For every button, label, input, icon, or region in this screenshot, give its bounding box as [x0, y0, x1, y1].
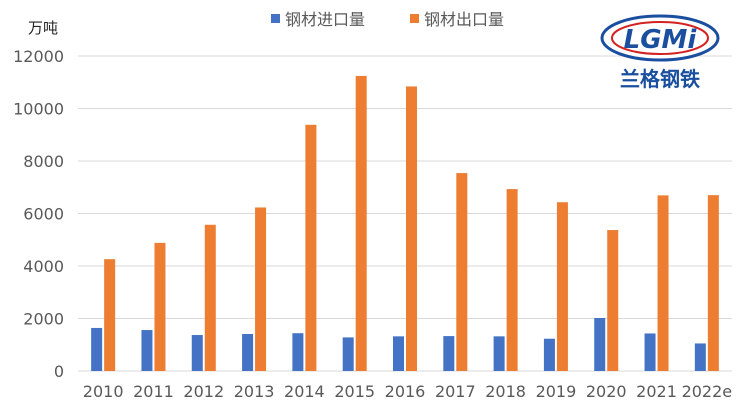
bar-import-2013: [242, 333, 254, 371]
bar-export-2021: [657, 195, 669, 371]
x-tick-label: 2015: [334, 382, 375, 401]
x-tick-label: 2017: [435, 382, 476, 401]
bar-import-2021: [644, 333, 656, 371]
bar-export-2022e: [707, 195, 719, 371]
bar-import-2019: [543, 338, 555, 371]
x-tick-label: 2019: [536, 382, 577, 401]
bar-export-2010: [104, 259, 116, 371]
bar-export-2013: [255, 207, 267, 371]
bar-import-2018: [493, 336, 505, 371]
logo-text: LGMi: [624, 25, 698, 55]
bar-export-2015: [355, 75, 367, 371]
bar-export-2020: [607, 230, 619, 371]
y-tick-label: 2000: [23, 310, 64, 329]
x-tick-label: 2016: [385, 382, 426, 401]
y-tick-label: 6000: [23, 205, 64, 224]
legend-swatch: [410, 14, 419, 23]
bar-export-2019: [556, 202, 568, 371]
x-tick-label: 2012: [183, 382, 224, 401]
bar-export-2011: [154, 242, 166, 371]
y-tick-label: 10000: [13, 100, 64, 119]
bar-import-2017: [443, 336, 455, 371]
y-tick-label: 12000: [13, 47, 64, 66]
legend-label: 钢材进口量: [285, 10, 365, 29]
logo: LGMi 兰格钢铁: [598, 10, 724, 94]
x-tick-label: 2018: [485, 382, 526, 401]
x-tick-label: 2014: [284, 382, 325, 401]
bar-import-2015: [342, 337, 354, 371]
x-tick-label: 2013: [234, 382, 275, 401]
bar-import-2022e: [694, 343, 706, 371]
y-tick-label: 4000: [23, 257, 64, 276]
bars: [91, 75, 719, 372]
x-tick-label: 2010: [83, 382, 124, 401]
legend-swatch: [271, 14, 280, 23]
bar-import-2010: [91, 327, 103, 371]
y-axis: 0 2000 4000 6000 8000 10000 12000: [13, 47, 64, 381]
x-tick-label: 2021: [636, 382, 677, 401]
logo-subtitle: 兰格钢铁: [620, 67, 700, 91]
y-unit-label: 万吨: [28, 19, 58, 37]
bar-import-2012: [191, 335, 203, 371]
y-tick-label: 0: [54, 362, 64, 381]
legend: 钢材进口量 钢材出口量: [271, 10, 504, 29]
bar-export-2016: [406, 86, 417, 371]
bar-import-2011: [141, 330, 153, 371]
bar-import-2020: [594, 317, 606, 371]
legend-label: 钢材出口量: [424, 10, 504, 29]
bar-import-2014: [292, 333, 304, 371]
y-tick-label: 8000: [23, 152, 64, 171]
bar-export-2012: [204, 224, 216, 371]
x-tick-label: 2022e: [682, 382, 733, 401]
bar-export-2018: [506, 189, 518, 371]
gridlines: [78, 55, 732, 372]
x-axis: 2010 2011 2012 2013 2014 2015 2016 2017 2018 2019…: [83, 382, 732, 401]
bar-export-2014: [305, 124, 317, 372]
bar-import-2016: [393, 336, 404, 371]
bar-export-2017: [456, 173, 468, 371]
x-tick-label: 2020: [586, 382, 627, 401]
x-tick-label: 2011: [133, 382, 174, 401]
